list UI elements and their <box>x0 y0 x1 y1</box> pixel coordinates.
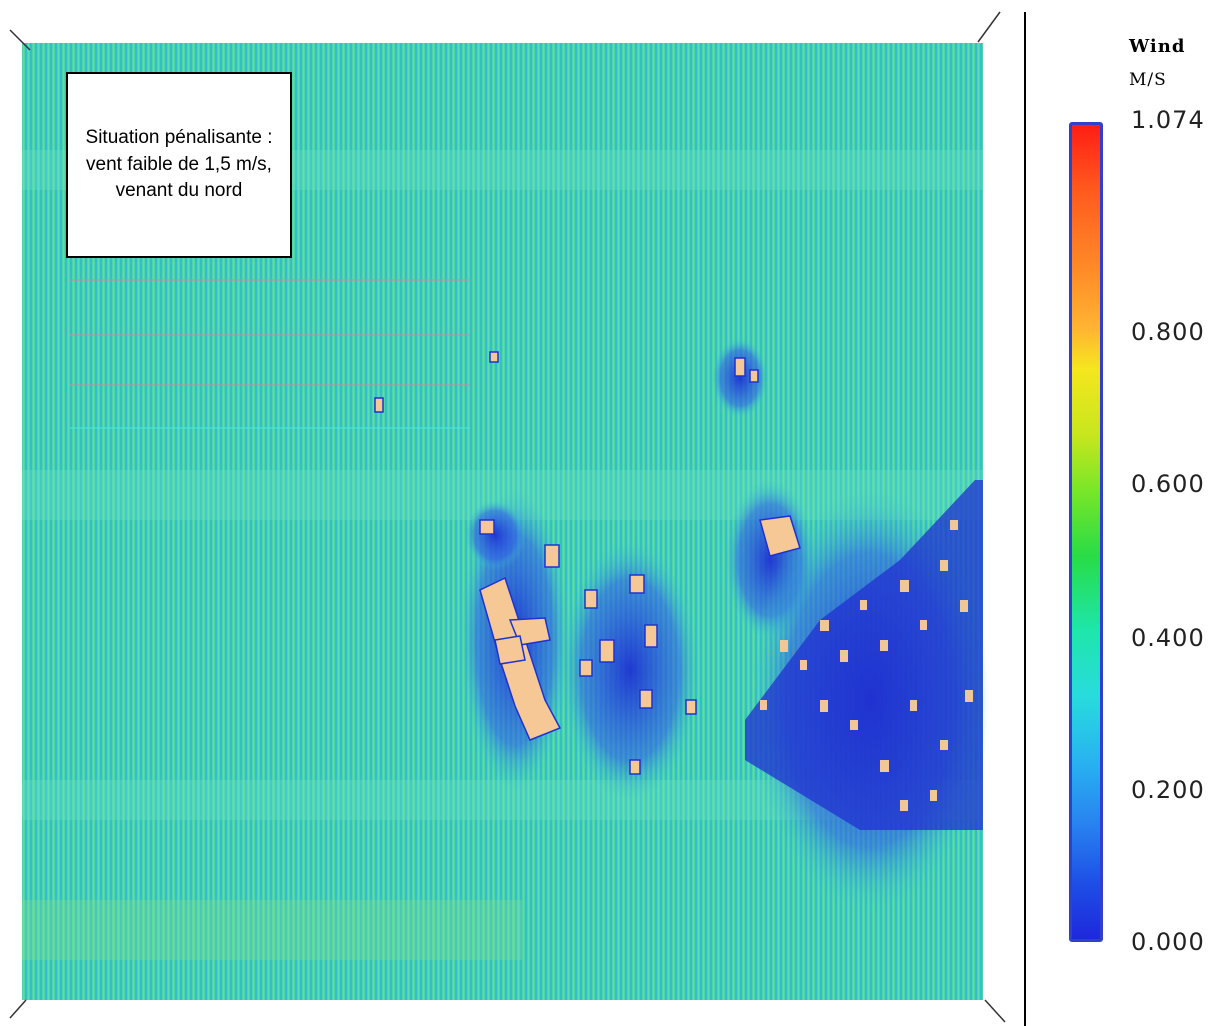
panel-divider <box>1024 12 1026 1026</box>
village-buildings <box>760 520 973 811</box>
legend-tick-0400: 0.400 <box>1131 624 1205 652</box>
scenario-note: Situation pénalisante : vent faible de 1… <box>66 72 292 258</box>
wind-speed-colorbar <box>1069 122 1103 942</box>
buildings <box>374 351 801 775</box>
domain-corner-lines <box>9 11 1006 1023</box>
wind-field-map <box>9 11 1006 1023</box>
field-lines <box>70 279 470 429</box>
village-cluster <box>745 480 983 830</box>
legend-tick-0800: 0.800 <box>1131 318 1205 346</box>
scenario-note-text: Situation pénalisante : vent faible de 1… <box>85 127 273 202</box>
legend-tick-0200: 0.200 <box>1131 776 1205 804</box>
legend-tick-max: 1.074 <box>1131 106 1205 134</box>
legend-unit: M/S <box>1129 70 1167 90</box>
legend-tick-min: 0.000 <box>1131 928 1205 956</box>
legend-tick-0600: 0.600 <box>1131 470 1205 498</box>
legend-title: Wind <box>1129 36 1186 57</box>
